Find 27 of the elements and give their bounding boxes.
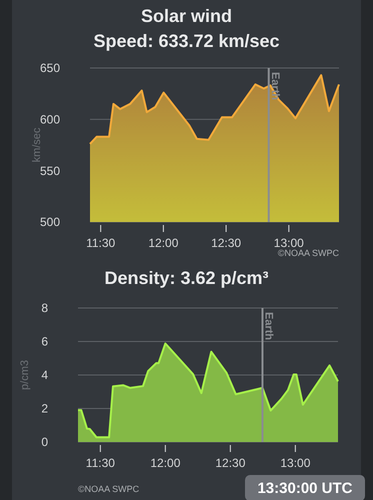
x-tick-label: 12:00 [150,456,181,470]
x-tick-label: 12:30 [211,236,242,250]
text: ©NOAA SWPC [278,248,340,258]
y-tick-label: 500 [40,215,60,230]
x-tick-label: 12:00 [148,236,179,250]
y-tick-label: 0 [41,435,48,450]
ref-line-label: Earth [268,72,281,100]
text: 13:30:00 UTC [257,480,353,497]
y-tick-label: 6 [41,334,48,349]
chart-title: Solar wind [140,6,232,26]
x-tick-label: 11:30 [86,456,116,470]
y-axis-title: km/sec [31,127,43,162]
y-tick-label: 8 [41,301,48,316]
y-tick-label: 650 [40,61,60,76]
y-tick-label: 600 [40,112,60,127]
x-tick-label: 11:30 [86,236,116,250]
x-tick-label: 12:30 [215,456,246,470]
chart-title: Density: 3.62 p/cm³ [104,268,269,288]
ref-line-label: Earth [262,312,274,340]
text: ©NOAA SWPC [78,484,140,494]
y-tick-label: 4 [41,368,48,382]
x-tick-label: 13:00 [280,456,311,470]
x-tick-label: 13:00 [274,236,304,250]
y-axis-title: p/cm3 [19,360,31,390]
y-tick-label: 2 [41,402,48,416]
y-tick-label: 550 [40,164,60,178]
chart-subtitle: Speed: 633.72 km/sec [93,31,280,51]
